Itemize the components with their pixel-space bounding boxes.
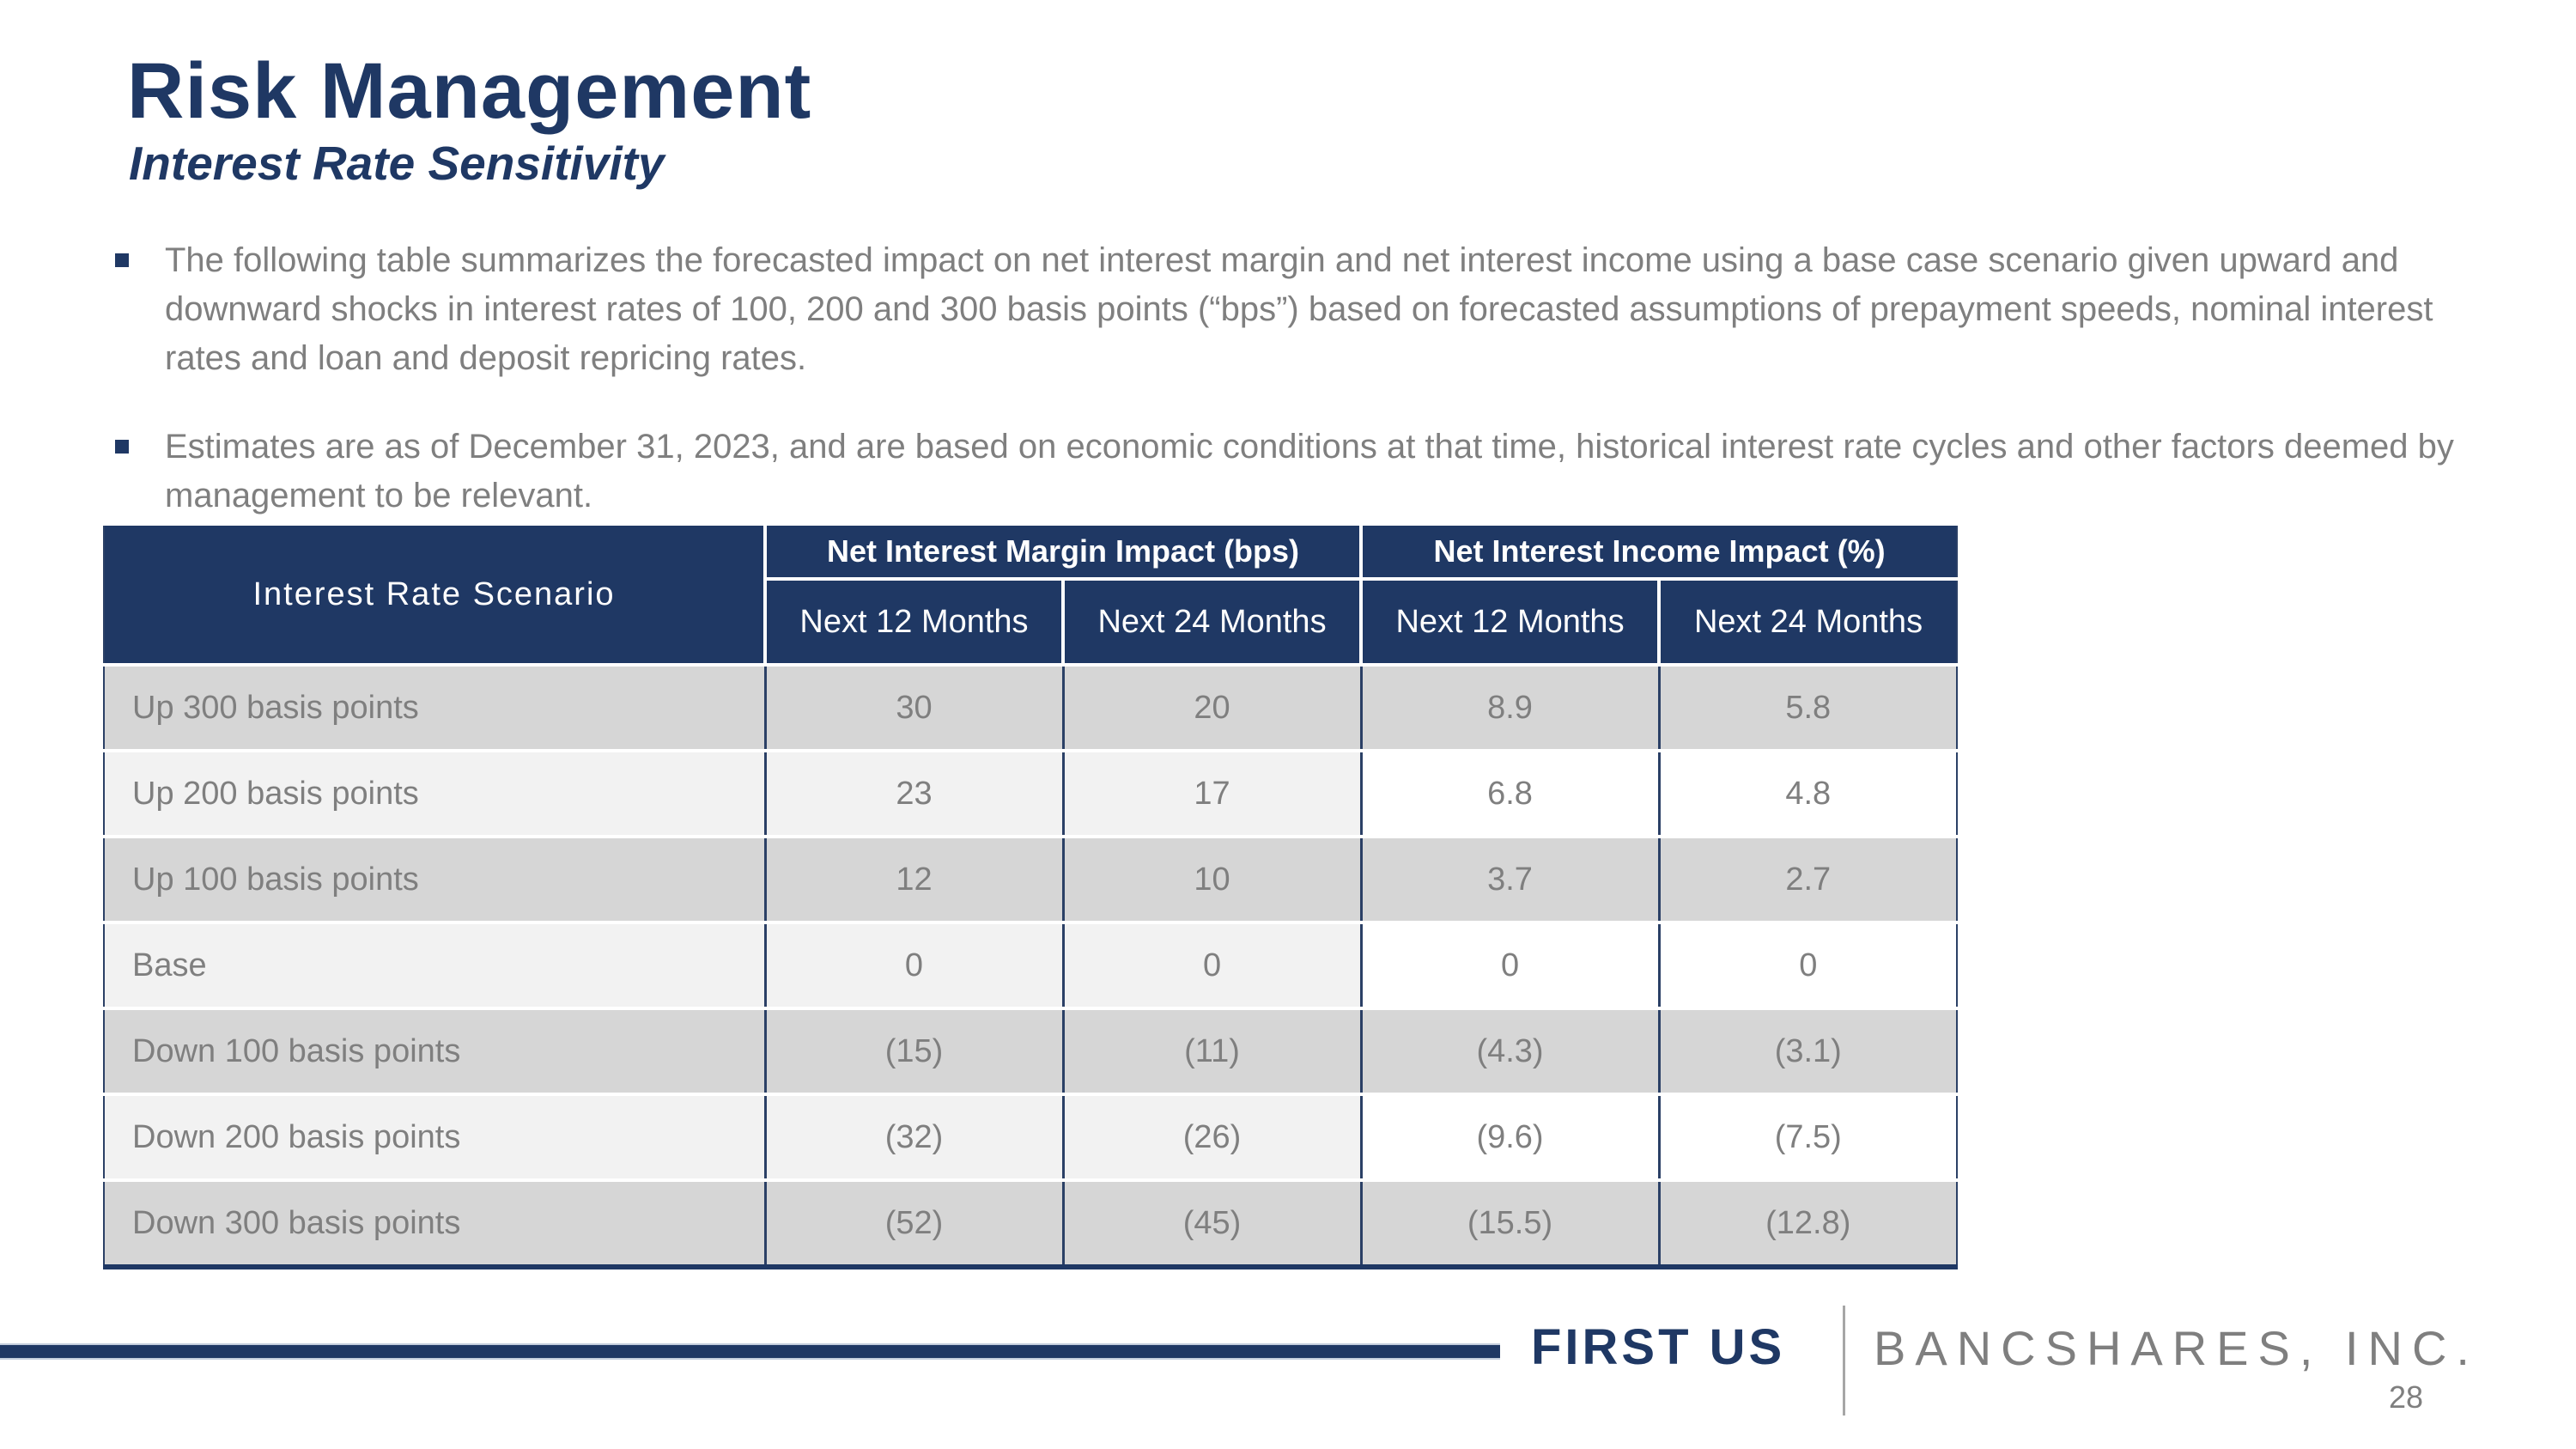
- brand-divider-line: [1843, 1306, 1845, 1416]
- value-cell: (15.5): [1359, 1178, 1660, 1267]
- table-sub-header-row: Next 12 Months Next 24 Months Next 12 Mo…: [104, 579, 1958, 665]
- table-row: Down 100 basis points (15) (11) (4.3) (3…: [104, 1007, 1958, 1094]
- column-header-next-12-months: Next 12 Months: [763, 579, 1063, 665]
- table-row: Up 300 basis points 30 20 8.9 5.8: [104, 663, 1958, 751]
- table-row: Down 300 basis points (52) (45) (15.5) (…: [104, 1178, 1958, 1267]
- bullet-square-icon: [115, 440, 129, 454]
- column-header-scenario: Interest Rate Scenario: [104, 526, 767, 665]
- value-cell: (12.8): [1657, 1178, 1958, 1267]
- column-group-income-impact: Net Interest Income Impact (%): [1359, 526, 1958, 581]
- value-cell: (52): [763, 1178, 1063, 1267]
- title-block: Risk Management Interest Rate Sensitivit…: [127, 50, 811, 191]
- brand-name-primary: FIRST US: [1531, 1319, 1786, 1375]
- bullet-text: Estimates are as of December 31, 2023, a…: [165, 428, 2454, 514]
- table-row: Base 0 0 0 0: [104, 921, 1958, 1008]
- column-header-next-24-months: Next 24 Months: [1060, 579, 1362, 665]
- page-title: Risk Management: [127, 47, 812, 135]
- scenario-cell: Up 200 basis points: [104, 749, 765, 837]
- value-cell: (45): [1061, 1178, 1362, 1267]
- value-cell: (7.5): [1657, 1093, 1958, 1180]
- bullet-text: The following table summarizes the forec…: [165, 241, 2433, 377]
- value-cell: 30: [763, 663, 1063, 751]
- value-cell: 10: [1061, 835, 1362, 922]
- value-cell: (32): [763, 1093, 1063, 1180]
- scenario-cell: Down 100 basis points: [104, 1007, 765, 1094]
- value-cell: 4.8: [1657, 749, 1958, 837]
- page-subtitle: Interest Rate Sensitivity: [129, 136, 665, 190]
- value-cell: 23: [763, 749, 1063, 837]
- value-cell: 8.9: [1359, 663, 1660, 751]
- value-cell: 0: [1061, 921, 1362, 1008]
- value-cell: 0: [763, 921, 1063, 1008]
- table-row: Up 200 basis points 23 17 6.8 4.8: [104, 749, 1958, 837]
- footer-accent-bar: [0, 1343, 1500, 1360]
- value-cell: 20: [1061, 663, 1362, 751]
- value-cell: (9.6): [1359, 1093, 1660, 1180]
- value-cell: 12: [763, 835, 1063, 922]
- bullet-item: The following table summarizes the forec…: [113, 236, 2473, 383]
- interest-rate-sensitivity-table: Interest Rate Scenario Net Interest Marg…: [103, 526, 1959, 1269]
- brand-name-secondary: BANCSHARES, INC.: [1874, 1321, 2479, 1375]
- value-cell: 2.7: [1657, 835, 1958, 922]
- table-group-header-row: Interest Rate Scenario Net Interest Marg…: [104, 526, 1958, 665]
- table-row: Up 100 basis points 12 10 3.7 2.7: [104, 835, 1958, 922]
- value-cell: (26): [1061, 1093, 1362, 1180]
- value-cell: 5.8: [1657, 663, 1958, 751]
- value-cell: 17: [1061, 749, 1362, 837]
- value-cell: 3.7: [1359, 835, 1660, 922]
- scenario-cell: Up 300 basis points: [104, 663, 765, 751]
- scenario-cell: Down 200 basis points: [104, 1093, 765, 1180]
- column-header-next-12-months: Next 12 Months: [1359, 579, 1660, 665]
- page-number: 28: [2388, 1379, 2424, 1415]
- value-cell: (4.3): [1359, 1007, 1660, 1094]
- value-cell: 0: [1359, 921, 1660, 1008]
- bullet-item: Estimates are as of December 31, 2023, a…: [113, 423, 2473, 521]
- value-cell: (11): [1061, 1007, 1362, 1094]
- column-header-next-24-months: Next 24 Months: [1657, 579, 1958, 665]
- value-cell: (3.1): [1657, 1007, 1958, 1094]
- value-cell: (15): [763, 1007, 1063, 1094]
- bullet-list: The following table summarizes the forec…: [113, 236, 2473, 560]
- scenario-cell: Down 300 basis points: [104, 1178, 765, 1267]
- table-row: Down 200 basis points (32) (26) (9.6) (7…: [104, 1093, 1958, 1180]
- column-group-margin-impact: Net Interest Margin Impact (bps): [765, 526, 1362, 581]
- bullet-square-icon: [115, 253, 129, 267]
- value-cell: 0: [1657, 921, 1958, 1008]
- scenario-cell: Base: [104, 921, 765, 1008]
- value-cell: 6.8: [1359, 749, 1660, 837]
- scenario-cell: Up 100 basis points: [104, 835, 765, 922]
